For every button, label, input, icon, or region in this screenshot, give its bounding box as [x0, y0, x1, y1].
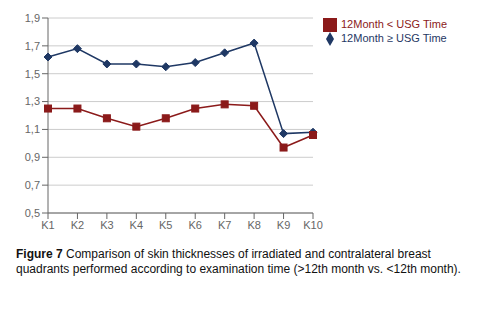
- html-text:Figure 7 Comparison of skin th: Figure 7 Comparison of skin thicknesses …: [16, 247, 461, 276]
- svg-text:K6: K6: [188, 219, 201, 231]
- svg-text:1,1: 1,1: [25, 123, 40, 135]
- svg-text:K2: K2: [71, 219, 84, 231]
- svg-text:K4: K4: [130, 219, 143, 231]
- html-text:12Month ≥ USG Time: 12Month ≥ USG Time: [341, 32, 447, 45]
- svg-text:K7: K7: [218, 219, 231, 231]
- svg-text:0,7: 0,7: [25, 179, 40, 191]
- svg-text:1,5: 1,5: [25, 68, 40, 80]
- svg-text:K5: K5: [159, 219, 172, 231]
- svg-text:0,5: 0,5: [25, 207, 40, 219]
- svg-text:K9: K9: [277, 219, 290, 231]
- svg-text:0,9: 0,9: [25, 151, 40, 163]
- svg-text:K10: K10: [303, 219, 323, 231]
- html-text:12Month < USG Time: 12Month < USG Time: [341, 18, 448, 30]
- svg-text:K3: K3: [100, 219, 113, 231]
- svg-text:K1: K1: [41, 219, 54, 231]
- svg-text:1,9: 1,9: [25, 12, 40, 24]
- svg-text:K8: K8: [247, 219, 260, 231]
- svg-text:1,7: 1,7: [25, 40, 40, 52]
- svg-text:1,3: 1,3: [25, 95, 40, 107]
